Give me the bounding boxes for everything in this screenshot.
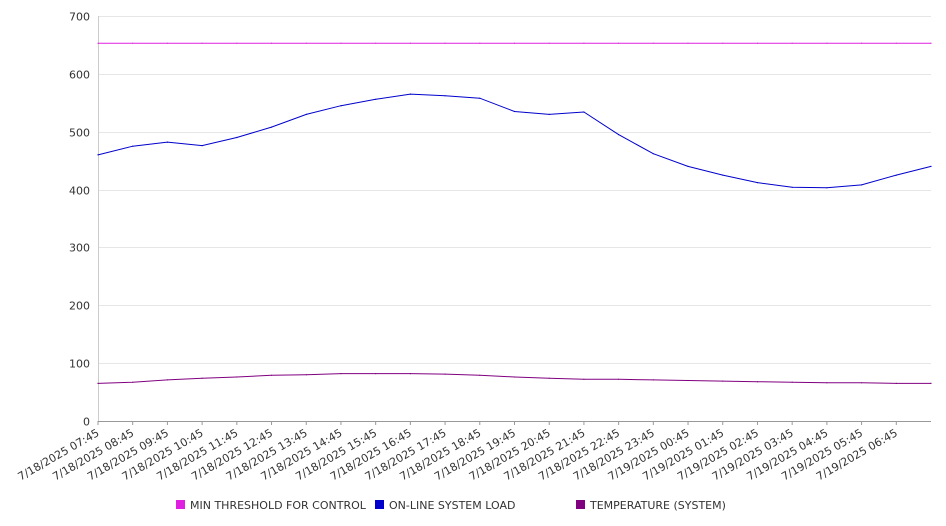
data-point xyxy=(930,42,932,44)
data-point xyxy=(270,374,273,376)
data-point xyxy=(305,42,307,44)
data-point xyxy=(236,42,238,44)
data-point xyxy=(756,381,759,383)
data-point xyxy=(444,95,446,97)
data-point xyxy=(166,141,168,143)
y-axis-tick-labels: 0 100 200 300 400 500 600 700 xyxy=(69,11,90,429)
data-point xyxy=(270,42,273,44)
y-tick-label: 100 xyxy=(69,358,90,371)
legend-label: MIN THRESHOLD FOR CONTROL xyxy=(190,499,367,512)
data-point xyxy=(166,42,168,44)
y-tick-label: 200 xyxy=(69,300,90,313)
data-point xyxy=(722,174,724,176)
data-point xyxy=(618,378,620,380)
data-point xyxy=(479,97,481,99)
data-point xyxy=(652,379,654,381)
data-point xyxy=(861,42,863,44)
data-point xyxy=(826,382,828,384)
data-point xyxy=(201,377,203,379)
data-point xyxy=(791,186,793,188)
data-point xyxy=(201,42,203,44)
data-point xyxy=(791,42,793,44)
data-point xyxy=(930,382,932,384)
data-point xyxy=(97,382,99,384)
data-point xyxy=(687,165,689,167)
data-point xyxy=(409,373,411,375)
series-lines xyxy=(97,42,932,384)
data-point xyxy=(618,42,620,44)
data-point xyxy=(340,42,342,44)
data-point xyxy=(97,42,99,44)
data-point xyxy=(513,42,516,44)
data-point xyxy=(583,111,585,113)
data-point xyxy=(409,42,411,44)
data-point xyxy=(479,374,481,376)
data-point xyxy=(132,381,134,383)
data-point xyxy=(166,379,168,381)
data-point xyxy=(652,153,654,155)
data-point xyxy=(270,126,273,128)
legend-swatch xyxy=(576,500,585,509)
data-point xyxy=(548,377,550,379)
data-point xyxy=(375,98,377,100)
data-point xyxy=(548,113,550,115)
series-line-2 xyxy=(97,373,931,384)
data-point xyxy=(930,165,932,167)
data-point xyxy=(305,113,307,115)
data-point xyxy=(861,184,863,186)
data-point xyxy=(687,42,689,44)
data-point xyxy=(340,105,342,107)
data-point xyxy=(861,382,863,384)
data-point xyxy=(444,373,446,375)
data-point xyxy=(375,373,377,375)
y-tick-label: 600 xyxy=(69,69,90,82)
data-point xyxy=(791,381,793,383)
data-point xyxy=(722,42,724,44)
grid-lines xyxy=(98,16,931,364)
series-line-1 xyxy=(97,93,932,189)
data-point xyxy=(513,110,516,113)
data-point xyxy=(340,373,342,375)
legend-swatch xyxy=(375,500,384,509)
data-point xyxy=(375,42,377,44)
data-point xyxy=(132,145,134,147)
data-point xyxy=(895,382,897,384)
y-tick-label: 700 xyxy=(69,11,90,24)
data-point xyxy=(618,134,620,136)
data-point xyxy=(132,42,134,44)
legend-swatch xyxy=(176,500,185,509)
data-point xyxy=(479,42,481,44)
y-tick-label: 300 xyxy=(69,242,90,255)
data-point xyxy=(895,174,897,176)
legend-label: TEMPERATURE (SYSTEM) xyxy=(589,499,726,512)
axes xyxy=(97,16,931,425)
data-point xyxy=(548,42,550,44)
data-point xyxy=(201,145,203,147)
data-point xyxy=(305,374,307,376)
data-point xyxy=(687,379,689,382)
data-point xyxy=(756,182,759,184)
y-tick-label: 500 xyxy=(69,127,90,140)
data-point xyxy=(826,42,828,44)
data-point xyxy=(409,93,411,95)
data-point xyxy=(583,42,585,44)
legend-label: ON-LINE SYSTEM LOAD xyxy=(389,499,515,512)
y-tick-label: 0 xyxy=(83,416,90,429)
legend: MIN THRESHOLD FOR CONTROL ON-LINE SYSTEM … xyxy=(176,499,726,512)
y-tick-label: 400 xyxy=(69,185,90,198)
data-point xyxy=(97,154,99,156)
data-point xyxy=(236,136,238,139)
data-point xyxy=(583,378,585,380)
data-point xyxy=(722,380,724,382)
data-point xyxy=(513,376,516,378)
data-point xyxy=(826,187,828,189)
data-point xyxy=(652,42,654,44)
data-point xyxy=(236,376,238,378)
data-point xyxy=(756,42,759,44)
data-point xyxy=(444,42,446,44)
x-axis-tick-labels: 7/18/2025 07:457/18/2025 08:457/18/2025 … xyxy=(16,426,900,483)
data-point xyxy=(895,42,897,44)
